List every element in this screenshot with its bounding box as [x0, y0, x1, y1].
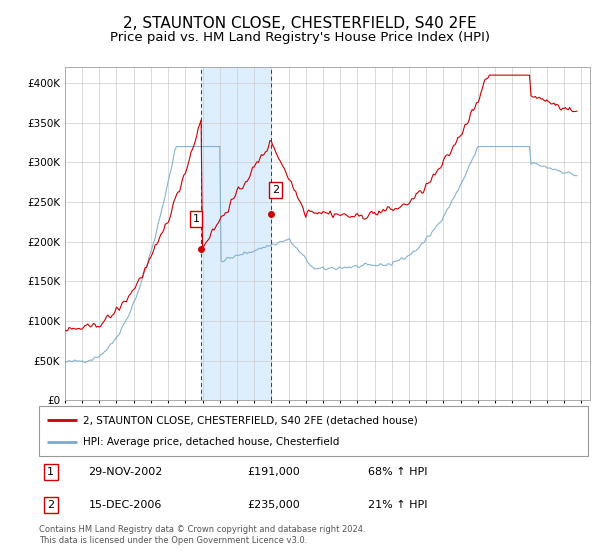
Text: 2: 2 — [47, 500, 55, 510]
Text: 29-NOV-2002: 29-NOV-2002 — [88, 467, 163, 477]
Text: 1: 1 — [193, 214, 199, 224]
Text: HPI: Average price, detached house, Chesterfield: HPI: Average price, detached house, Ches… — [83, 437, 339, 447]
Text: £191,000: £191,000 — [248, 467, 301, 477]
Text: 15-DEC-2006: 15-DEC-2006 — [88, 500, 162, 510]
Text: 21% ↑ HPI: 21% ↑ HPI — [368, 500, 428, 510]
Text: 2, STAUNTON CLOSE, CHESTERFIELD, S40 2FE (detached house): 2, STAUNTON CLOSE, CHESTERFIELD, S40 2FE… — [83, 415, 418, 425]
Text: 2: 2 — [272, 185, 280, 195]
Text: 1: 1 — [47, 467, 54, 477]
Text: £235,000: £235,000 — [248, 500, 301, 510]
Text: Contains HM Land Registry data © Crown copyright and database right 2024.
This d: Contains HM Land Registry data © Crown c… — [39, 525, 365, 545]
Text: 68% ↑ HPI: 68% ↑ HPI — [368, 467, 428, 477]
Bar — [201, 67, 271, 400]
Text: 2, STAUNTON CLOSE, CHESTERFIELD, S40 2FE: 2, STAUNTON CLOSE, CHESTERFIELD, S40 2FE — [123, 16, 477, 31]
Text: Price paid vs. HM Land Registry's House Price Index (HPI): Price paid vs. HM Land Registry's House … — [110, 31, 490, 44]
